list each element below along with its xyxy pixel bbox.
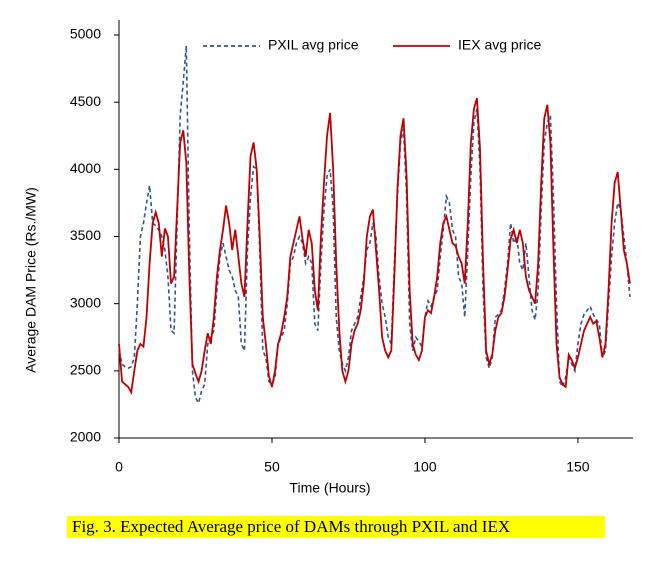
legend-label: PXIL avg price [268,37,359,53]
x-tick-label: 150 [566,459,590,475]
caption-highlight [67,516,605,538]
y-tick-label: 3500 [70,227,101,243]
x-tick-label: 0 [115,459,123,475]
y-tick-label: 4500 [70,93,101,109]
series-line [118,97,631,396]
y-tick-label: 2000 [70,429,101,445]
y-tick-label: 2500 [70,362,101,378]
y-tick-label: 5000 [70,26,101,42]
legend-label: IEX avg price [458,37,541,53]
y-axis-label: Average DAM Price (Rs./MW) [23,187,39,373]
y-tick-label: 3000 [70,294,101,310]
x-tick-label: 100 [413,459,437,475]
caption: Fig. 3. Expected Average price of DAMs t… [72,517,510,536]
x-tick-label: 50 [264,459,280,475]
y-tick-label: 4000 [70,160,101,176]
x-axis-label: Time (Hours) [289,480,370,496]
